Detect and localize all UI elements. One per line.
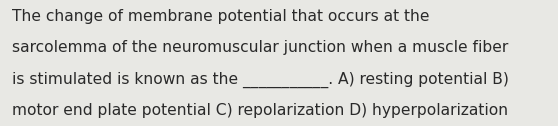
Text: motor end plate potential C) repolarization D) hyperpolarization: motor end plate potential C) repolarizat…	[12, 103, 508, 118]
Text: sarcolemma of the neuromuscular junction when a muscle fiber: sarcolemma of the neuromuscular junction…	[12, 40, 508, 55]
Text: is stimulated is known as the ___________. A) resting potential B): is stimulated is known as the __________…	[12, 72, 509, 88]
Text: The change of membrane potential that occurs at the: The change of membrane potential that oc…	[12, 9, 430, 24]
